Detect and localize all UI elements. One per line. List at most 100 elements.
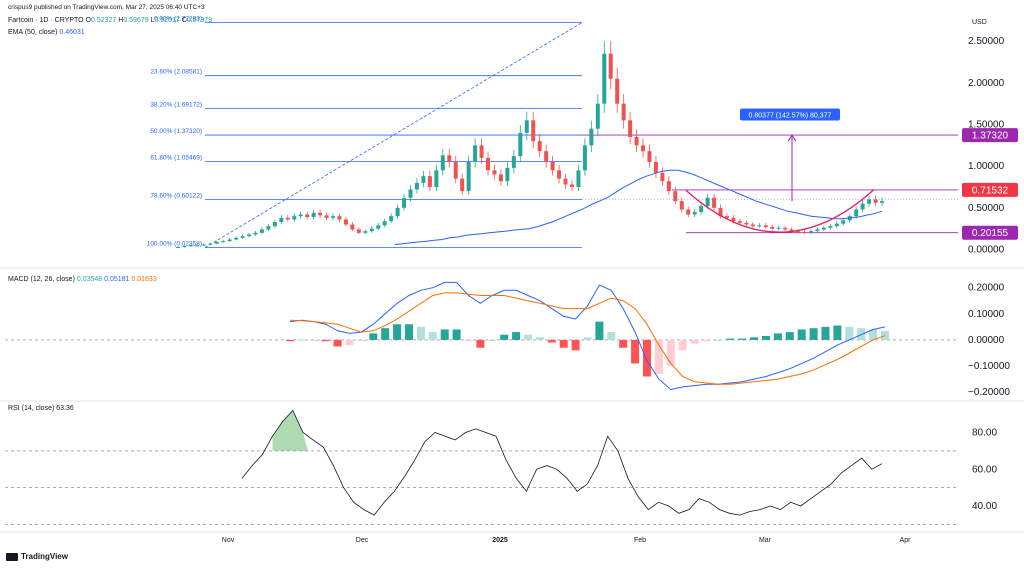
candle-body [402,197,407,208]
candle-body [247,234,252,237]
candle-body [867,199,872,204]
grid [0,267,1024,533]
macd-hist-bar [559,339,568,348]
macd-hist-bar [369,333,378,340]
macd-hist-bar [750,337,759,340]
fib-level-label: 23.60% (2.08581) [150,69,202,76]
candle-body [634,137,639,146]
macd-tick-label: 0.20000 [968,283,1005,294]
tradingview-icon [6,552,18,561]
macd-hist-bar [869,329,878,340]
candle-body [841,220,846,224]
candle-body [253,232,258,235]
candle-body [686,209,691,215]
fib-trend-line [204,22,583,248]
high-value: 0.59679 [123,17,149,24]
symbol-name[interactable]: Fartcoin · 1D · CRYPTO [8,17,84,24]
candle-body [770,227,775,229]
price-pane[interactable]: 0.00% (2.72283) 23.60% (2.08581) 38.20% (1… [147,16,958,248]
macd-hist-bar [452,329,461,340]
macd-value: 0.05181 [104,276,130,283]
candle-body [486,157,491,171]
price-tick-label: 0.50000 [968,203,1005,214]
candle-body [427,176,432,187]
ema-value: 0.46031 [59,29,85,36]
macd-hist-bar [738,338,747,340]
candle-body [815,229,820,232]
macd-legend[interactable]: MACD (12, 26, close) 0.03548 0.05181 0.0… [8,276,157,283]
tradingview-logo[interactable]: TradingView [6,552,68,561]
time-axis[interactable]: Nov Dec 2025 Feb Mar Apr [222,537,911,544]
time-tick-label: 2025 [492,537,508,544]
macd-hist-bar [678,339,687,351]
rsi-label: RSI (14, close) [8,405,55,412]
measure-arrow-head [787,134,797,142]
time-tick-label: Nov [222,537,235,544]
macd-hist-bar [440,329,449,340]
candle-body [608,53,613,79]
candle-body [576,170,581,187]
candle-body [595,103,600,129]
candle-body [285,217,290,220]
candle-body [796,231,801,233]
macd-hist-bar [571,339,580,351]
rsi-line [241,409,883,516]
candle-body [744,222,749,225]
price-tag: 0.71532 [962,182,1018,197]
rsi-legend[interactable]: RSI (14, close) 63.36 [8,405,74,412]
price-axis[interactable]: 0.00000 0.50000 1.00000 1.50000 2.00000 2.500… [962,36,1018,512]
macd-hist-bar [714,339,723,341]
macd-hist-bar [762,336,770,340]
ema-legend[interactable]: EMA (50, close) 0.46031 [8,29,85,36]
candle-body [395,207,400,217]
fib-level-label: 50.00% (1.37320) [150,128,202,135]
macd-hist-bar [619,339,628,348]
price-tick-label: 1.50000 [968,120,1005,131]
candle-body [873,199,878,203]
candle-body [705,197,710,207]
macd-hist-bar [357,339,366,341]
candle-body [369,228,374,232]
macd-hist-bar [726,338,735,340]
macd-hist-bar [488,339,497,341]
macd-hist-bar [476,339,485,348]
macd-hist-bar [797,329,806,340]
candle-body [208,243,213,245]
candle-body [783,227,788,230]
macd-hist-bar [524,334,532,340]
candle-body [834,223,839,227]
macd-signal-line [289,292,886,385]
candle-body [505,167,510,182]
macd-hist-bar [833,325,842,340]
candle-body [511,156,516,168]
candle-body [737,221,742,223]
rsi-pane[interactable] [5,409,958,525]
candle-body [589,128,594,146]
candle-body [615,78,620,104]
candle-body [821,227,826,230]
candle-body [628,120,633,137]
macd-hist-bar [321,339,330,342]
macd-hist-bar [297,339,306,341]
candle-body [337,216,342,220]
macd-pane[interactable] [5,281,958,391]
macd-hist-bar [607,332,616,340]
candle-body [227,239,232,242]
candle-body [776,227,781,229]
candle-body [221,241,226,243]
macd-hist-bar [654,339,663,374]
candle-body [414,182,419,190]
candle-body [376,225,381,229]
macd-hist-bar [309,339,318,341]
candle-body [408,189,413,198]
candle-body [673,191,678,202]
macd-line [289,281,886,391]
macd-hist-bar [393,324,402,340]
high-label: H [118,17,124,24]
currency-label: USD [972,19,987,26]
fib-level-label: 100.00% (0.02358) [147,241,202,248]
time-tick-label: Feb [634,537,646,544]
macd-hist-bar [583,337,592,340]
measure-label-text: 0.80377 (142.57%) 80,377 [749,113,832,120]
